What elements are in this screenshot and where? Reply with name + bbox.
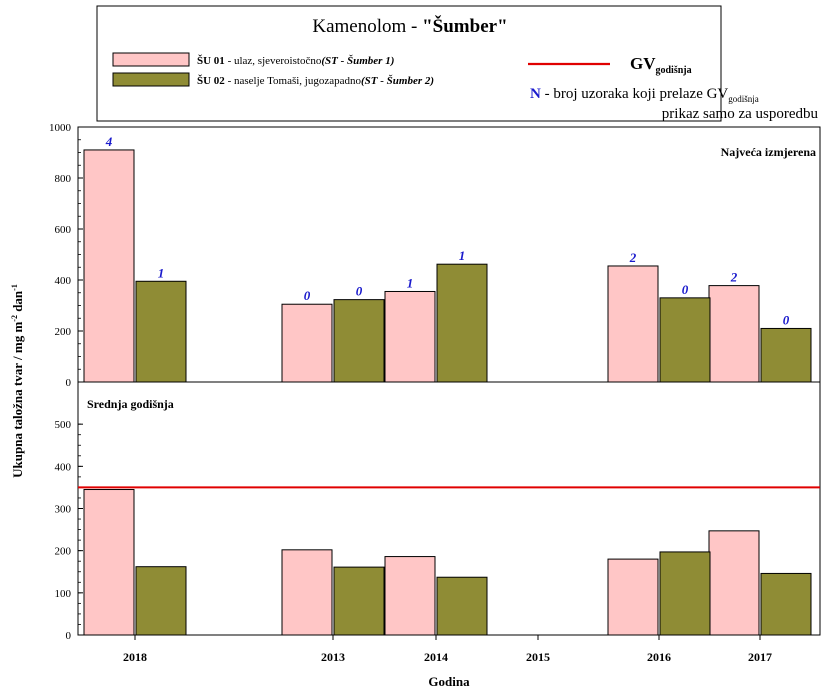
x-tick-label: 2016: [647, 650, 671, 664]
bar-2: [135, 566, 187, 636]
legend: Kamenolom - "Šumber" ŠU 01 - ulaz, sjeve…: [96, 5, 819, 122]
n-label: 1: [158, 265, 165, 280]
n-label: 4: [105, 134, 113, 149]
bar-2: [760, 572, 812, 636]
bar-2: [436, 576, 488, 636]
y-axis-label: Ukupna taložna tvar / mg m-2 dan-1: [10, 284, 25, 478]
y-tick-label: 0: [66, 630, 72, 642]
bar-2: [436, 263, 488, 383]
bar-1: [83, 149, 135, 383]
bar-1: [384, 290, 436, 383]
legend-box: [96, 5, 722, 122]
legend-series2-desc: - naselje Tomaši, jugozapadno: [225, 75, 362, 87]
legend-gv-sub: godišnja: [656, 65, 692, 76]
y-axis-label-sup1: -2: [10, 315, 19, 322]
bar-1: [83, 489, 135, 636]
n-label: 1: [407, 275, 414, 290]
legend-n-sub: godišnja: [728, 94, 759, 104]
y-tick-label: 400: [55, 275, 72, 287]
bar-1: [607, 558, 659, 636]
bar-1: [708, 285, 760, 383]
bar-1: [281, 303, 333, 383]
legend-title-prefix: Kamenolom -: [312, 16, 422, 37]
x-tick-label: 2015: [526, 650, 550, 664]
legend-n-letter: N: [530, 86, 541, 102]
y-tick-label: 100: [55, 588, 72, 600]
legend-series2-code: ŠU 02: [197, 74, 225, 87]
y-tick-label: 1000: [49, 122, 72, 134]
legend-gv-label: GVgodišnja: [630, 54, 692, 76]
bar-1: [281, 549, 333, 636]
x-tick-label: 2014: [424, 650, 448, 664]
legend-series1-station: (ST - Šumber 1): [321, 54, 394, 67]
y-tick-label: 600: [55, 224, 72, 236]
bar-2: [333, 566, 385, 636]
y-tick-label: 800: [55, 173, 72, 185]
y-axis-label-main: Ukupna taložna tvar / mg m: [10, 322, 25, 478]
bottom-panel-title: Srednja godišnja: [87, 397, 174, 411]
plot-layer: 0200400600800100040122101000100200300400…: [49, 122, 820, 664]
y-tick-label: 200: [55, 326, 72, 338]
n-label: 2: [629, 250, 637, 265]
n-label: 2: [730, 270, 738, 285]
n-label: 0: [304, 288, 311, 303]
bar-2: [659, 297, 711, 383]
y-tick-label: 300: [55, 504, 72, 516]
n-label: 0: [783, 312, 790, 327]
legend-series1-code: ŠU 01: [197, 54, 225, 67]
x-axis-label: Godina: [428, 674, 470, 689]
n-label: 1: [459, 248, 466, 263]
y-tick-label: 0: [66, 377, 72, 389]
top-panel-title: Najveća izmjerena: [721, 145, 816, 159]
bar-1: [708, 530, 760, 636]
legend-title-bold: "Šumber": [422, 15, 508, 37]
y-axis-label-sup2: -1: [10, 284, 19, 291]
bar-2: [135, 280, 187, 383]
n-label: 0: [356, 284, 363, 299]
bar-2: [659, 551, 711, 636]
legend-gv-text: GV: [630, 54, 656, 73]
legend-note: prikaz samo za usporedbu: [662, 106, 819, 122]
y-axis-label-mid: dan: [10, 290, 25, 315]
legend-n-explanation: N - broj uzoraka koji prelaze GVgodišnja: [530, 86, 759, 104]
n-label: 0: [682, 282, 689, 297]
y-tick-label: 500: [55, 419, 72, 431]
legend-n-text: - broj uzoraka koji prelaze GV: [541, 86, 729, 102]
bar-2: [760, 327, 812, 383]
legend-series1-desc: - ulaz, sjeveroistočno: [225, 55, 322, 67]
legend-series2-station: (ST - Šumber 2): [361, 74, 434, 87]
x-tick-label: 2017: [748, 650, 772, 664]
legend-swatch-series2: [112, 72, 190, 87]
x-tick-label: 2018: [123, 650, 147, 664]
x-tick-label: 2013: [321, 650, 345, 664]
legend-swatch-series1: [112, 52, 190, 67]
bar-1: [607, 265, 659, 383]
legend-label-series2: ŠU 02 - naselje Tomaši, jugozapadno(ST -…: [197, 74, 434, 87]
bar-1: [384, 556, 436, 636]
legend-label-series1: ŠU 01 - ulaz, sjeveroistočno(ST - Šumber…: [197, 54, 394, 67]
y-tick-label: 400: [55, 461, 72, 473]
bar-2: [333, 299, 385, 383]
legend-title: Kamenolom - "Šumber": [312, 15, 507, 37]
y-tick-label: 200: [55, 546, 72, 558]
